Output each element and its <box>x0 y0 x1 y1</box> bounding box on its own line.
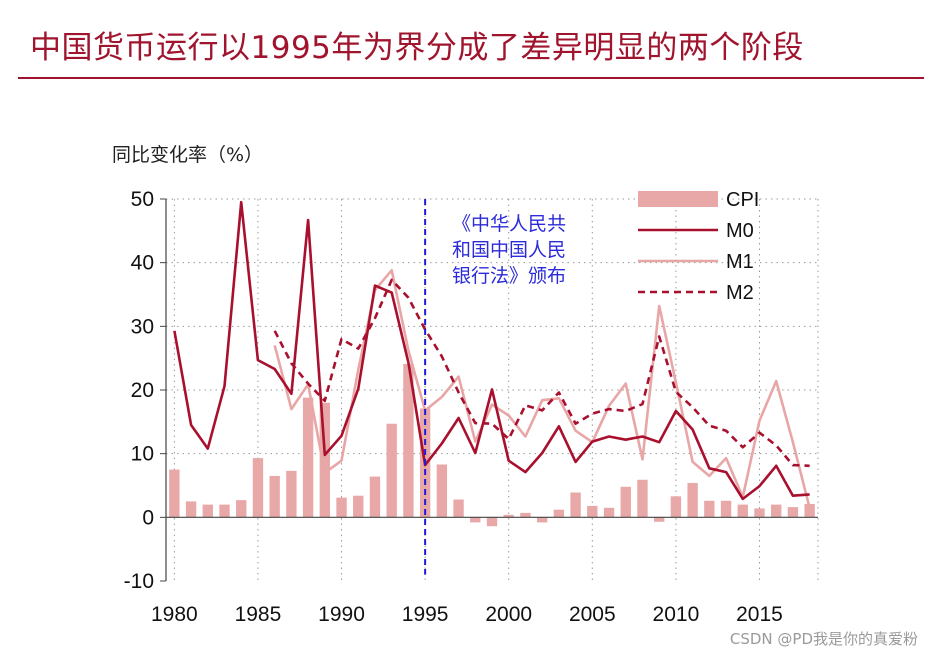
legend-label-cpi: CPI <box>726 189 759 211</box>
cpi-bar <box>353 495 364 518</box>
legend-label-m2: M2 <box>726 282 754 304</box>
cpi-bar <box>787 507 799 518</box>
cpi-bar <box>553 509 565 518</box>
page-title: 中国货币运行以1995年为界分成了差异明显的两个阶段 <box>30 30 804 66</box>
event-label-line: 银行法》颁布 <box>452 265 566 287</box>
cpi-bar <box>570 492 581 518</box>
cpi-bar <box>169 469 180 518</box>
cpi-bar <box>319 402 331 518</box>
x-tick-label: 1980 <box>151 603 198 626</box>
y-tick-label: 10 <box>131 443 154 466</box>
cpi-bar <box>653 517 665 522</box>
cpi-bar <box>603 507 615 518</box>
cpi-bar <box>269 475 280 518</box>
m1-line <box>273 269 811 509</box>
cpi-bar <box>587 505 598 518</box>
cpi-bar <box>771 504 782 518</box>
x-tick-label: 1995 <box>402 603 449 626</box>
watermark: CSDN @PD我是你的真爱粉 <box>729 630 918 648</box>
cpi-bar <box>470 517 481 523</box>
event-label-line: 和国中国人民 <box>452 239 566 261</box>
legend-label-m1: M1 <box>726 251 754 273</box>
m2-line <box>273 278 810 468</box>
x-tick-label: 1985 <box>235 603 282 626</box>
y-tick-label: 20 <box>131 379 154 402</box>
y-tick-label: 0 <box>142 506 154 529</box>
cpi-bar <box>704 500 715 518</box>
cpi-bar <box>252 458 264 518</box>
cpi-bar <box>737 504 748 518</box>
x-tick-label: 1990 <box>318 603 365 626</box>
cpi-bar <box>637 479 648 518</box>
x-tick-label: 2015 <box>736 603 783 626</box>
cpi-bar <box>804 503 815 518</box>
cpi-bar <box>486 517 498 527</box>
cpi-bar <box>185 501 197 518</box>
cpi-bar <box>236 500 247 518</box>
cpi-bar <box>536 517 548 523</box>
cpi-bar <box>386 423 397 518</box>
cpi-bar <box>620 486 631 518</box>
legend-label-m0: M0 <box>726 220 754 242</box>
title-divider <box>18 77 924 79</box>
cpi-bar <box>286 470 297 518</box>
y-tick-label: 50 <box>131 188 154 211</box>
cpi-bar <box>336 497 347 518</box>
cpi-bar <box>503 514 514 518</box>
cpi-bar <box>687 482 698 518</box>
cpi-bar <box>436 464 448 518</box>
chart-legend: CPI M0 M1 M2 <box>638 189 759 304</box>
legend-swatch-cpi <box>638 191 718 207</box>
x-tick-label: 2000 <box>485 603 532 626</box>
event-label-line: 《中华人民共 <box>452 213 566 235</box>
cpi-bar <box>754 508 765 518</box>
cpi-bar <box>403 363 414 518</box>
y-tick-label: 30 <box>131 315 154 338</box>
m0-line <box>173 200 810 501</box>
cpi-bar <box>453 499 464 518</box>
y-axis-label: 同比变化率（%） <box>112 144 264 166</box>
cpi-bar <box>520 512 531 518</box>
x-tick-label: 2010 <box>653 603 700 626</box>
y-tick-label: -10 <box>124 570 154 593</box>
cpi-bar <box>670 496 682 518</box>
cpi-bar <box>219 504 230 518</box>
cpi-bar <box>302 397 314 518</box>
cpi-bar <box>369 476 381 518</box>
y-tick-label: 40 <box>131 252 154 275</box>
cpi-bar <box>720 500 732 518</box>
cpi-bar <box>202 504 213 518</box>
x-tick-label: 2005 <box>569 603 616 626</box>
series-lines <box>173 200 811 509</box>
chart-axes: -10 0 10 20 30 40 50 1980 1985 1990 1995 2000 2005 20… <box>124 188 818 626</box>
